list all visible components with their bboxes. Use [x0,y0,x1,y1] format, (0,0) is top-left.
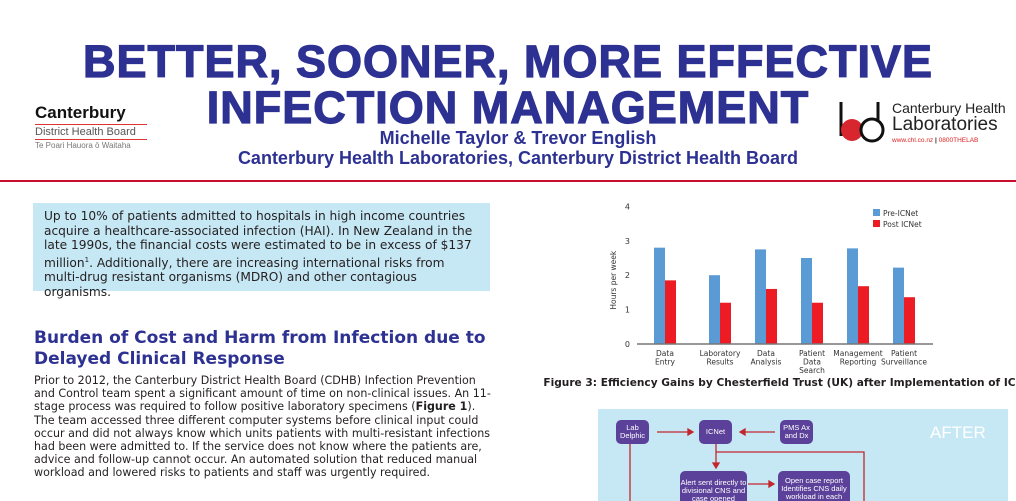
chl-logo-mark [839,102,885,143]
diagram-arrows [629,427,865,501]
diagram-label: AFTER [930,423,986,442]
after-diagram: AFTER Lab Delphic ICNet PMS Ax and Dx Al… [598,409,1008,501]
poster-title-line2: INFECTION MANAGEMENT [206,82,810,133]
x-tick-label: Analysis [751,358,782,367]
figure-ref: Figure 1 [415,400,468,414]
chl-logo-line2: Laboratories [892,114,998,135]
y-tick-label: 0 [625,340,630,349]
node-lab-delphic: Lab Delphic [616,420,649,444]
intro-text: Up to 10% of patients admitted to hospit… [44,209,473,270]
cdhb-logo-subtitle: District Health Board [35,126,136,138]
separator: | [935,137,937,144]
node-icnet: ICNet [699,420,732,444]
x-tick-label: Search [799,366,825,375]
y-tick-label: 1 [625,306,630,315]
section-body: Prior to 2012, the Canterbury District H… [34,374,494,480]
bar-pre-icnet [654,247,665,344]
node-case-report: Open case report Identifies CNS daily wo… [778,471,850,501]
affiliation: Canterbury Health Laboratories, Canterbu… [237,148,799,168]
x-tick-label: Management [833,349,882,358]
y-axis-label: Hours per week [609,250,618,310]
logo-rule [35,139,147,140]
x-tick-label: Data [656,349,674,358]
x-tick-label: Laboratory [700,349,741,358]
x-tick-label: Patient [891,349,917,358]
cdhb-logo: Canterbury District Health Board Te Poar… [35,103,147,150]
node-alert: Alert sent directly to divisional CNS an… [680,471,747,501]
footnote-ref: 1 [84,255,90,264]
poster-title-line1: BETTER, SOONER, MORE EFFECTIVE [82,36,934,87]
efficiency-chart: 0 1 2 3 4 Hours per week Pre-ICNet Post ICNet Da… [609,202,933,375]
x-tick-label: Results [706,358,733,367]
x-tick-label: Data [803,358,821,367]
body-text-cont: ). The team accessed three different com… [34,400,491,480]
bar-post-icnet [720,302,731,344]
legend-label: Post ICNet [883,220,922,229]
node-pms: PMS Ax and Dx [780,420,813,444]
logo-rule [35,124,147,125]
authors: Michelle Taylor & Trevor English [379,128,657,148]
bar-post-icnet [665,280,676,344]
bar-pre-icnet [801,258,812,344]
y-tick-label: 2 [625,271,630,280]
x-tick-label: Reporting [840,358,877,367]
chart-caption: Figure 3: Efficiency Gains by Chesterfie… [543,377,1016,389]
bar-post-icnet [904,297,915,344]
legend-swatch [873,209,880,216]
x-tick-label: Data [757,349,775,358]
chl-logo-line1: Canterbury Health [892,100,1006,116]
intro-box: Up to 10% of patients admitted to hospit… [33,203,490,299]
chl-logo-contact: www.chl.co.nz | 0800THELAB [892,137,978,144]
y-tick-label: 3 [625,237,630,246]
cdhb-logo-maori: Te Poari Hauora ō Waitaha [35,141,131,150]
intro-text-cont: . Additionally, there are increasing int… [44,255,445,300]
header-divider [0,180,1016,182]
legend-swatch [873,220,880,227]
chl-phone: 0800THELAB [938,137,979,144]
bar-pre-icnet [709,275,720,344]
legend-label: Pre-ICNet [883,209,918,218]
cdhb-logo-name: Canterbury [35,103,126,122]
x-tick-label: Entry [655,358,676,367]
bar-pre-icnet [755,249,766,344]
bar-post-icnet [812,302,823,344]
body-text: Prior to 2012, the Canterbury District H… [34,374,491,414]
x-tick-label: Surveillance [881,358,927,367]
chl-web: www.chl.co.nz [892,137,934,144]
x-tick-label: Patient [799,349,825,358]
bar-pre-icnet [893,267,904,344]
bar-pre-icnet [847,248,858,344]
bar-post-icnet [766,288,777,344]
y-tick-label: 4 [625,202,630,211]
bar-post-icnet [858,286,869,344]
section-heading: Burden of Cost and Harm from Infection d… [34,328,486,369]
